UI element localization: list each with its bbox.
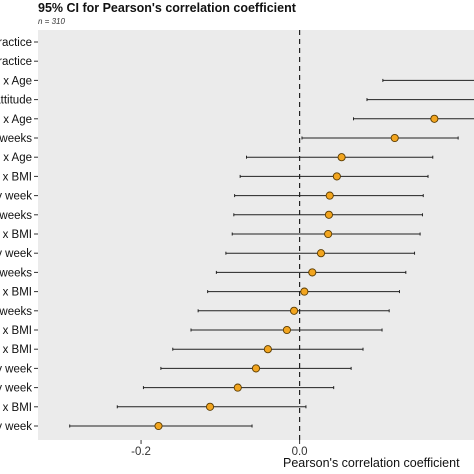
plot-panel xyxy=(38,30,474,440)
estimate-point xyxy=(332,172,341,181)
x-tick-label: -0.2 xyxy=(131,446,151,458)
estimate-point xyxy=(324,229,333,239)
y-tick-label: ractice xyxy=(0,37,32,49)
estimate-point xyxy=(337,153,346,162)
y-tick-label: e x Age xyxy=(0,75,32,87)
chart-title: 95% CI for Pearson's correlation coeffic… xyxy=(38,1,296,15)
estimate-point xyxy=(300,287,309,296)
y-tick-label: y week xyxy=(0,383,32,395)
plot-marks: ractice ractice e x Age attitude e x Age week… xyxy=(0,30,474,458)
estimate-point xyxy=(430,114,439,123)
estimate-point xyxy=(390,133,399,143)
y-tick-label: y week xyxy=(0,248,32,260)
estimate-point xyxy=(251,364,261,373)
estimate-point xyxy=(325,191,334,200)
x-tick-label: 0.0 xyxy=(292,446,308,458)
y-tick-label: e x Age xyxy=(0,114,32,126)
y-tick-label: y week xyxy=(0,363,32,375)
x-axis-label: Pearson's correlation coefficient xyxy=(283,456,460,470)
estimate-point xyxy=(308,268,317,277)
y-tick-label: weeks xyxy=(0,267,32,279)
estimate-point xyxy=(205,402,215,411)
estimate-point xyxy=(316,249,326,258)
y-tick-label: e x Age xyxy=(0,152,32,164)
y-tick-label: x BMI xyxy=(3,344,32,356)
y-tick-label: x BMI xyxy=(3,171,32,183)
estimate-point xyxy=(154,421,163,431)
y-tick-label: weeks xyxy=(0,133,32,145)
estimate-point xyxy=(324,210,333,219)
y-tick-label: attitude xyxy=(0,95,32,107)
chart-subtitle: n = 310 xyxy=(38,17,65,26)
y-tick-label: weeks xyxy=(0,306,32,318)
estimate-point xyxy=(290,306,299,315)
estimate-point xyxy=(233,383,242,392)
estimate-point xyxy=(282,325,291,335)
y-tick-label: e x BMI xyxy=(0,402,32,414)
y-tick-label: ractice xyxy=(0,56,32,68)
y-tick-label: x BMI xyxy=(3,229,32,241)
y-tick-label: y week xyxy=(0,191,32,203)
y-tick-label: x BMI xyxy=(3,287,32,299)
y-tick-label: y week xyxy=(0,421,32,433)
estimate-point xyxy=(263,345,272,354)
y-tick-label: x BMI xyxy=(3,325,32,337)
y-tick-label: weeks xyxy=(0,210,32,222)
